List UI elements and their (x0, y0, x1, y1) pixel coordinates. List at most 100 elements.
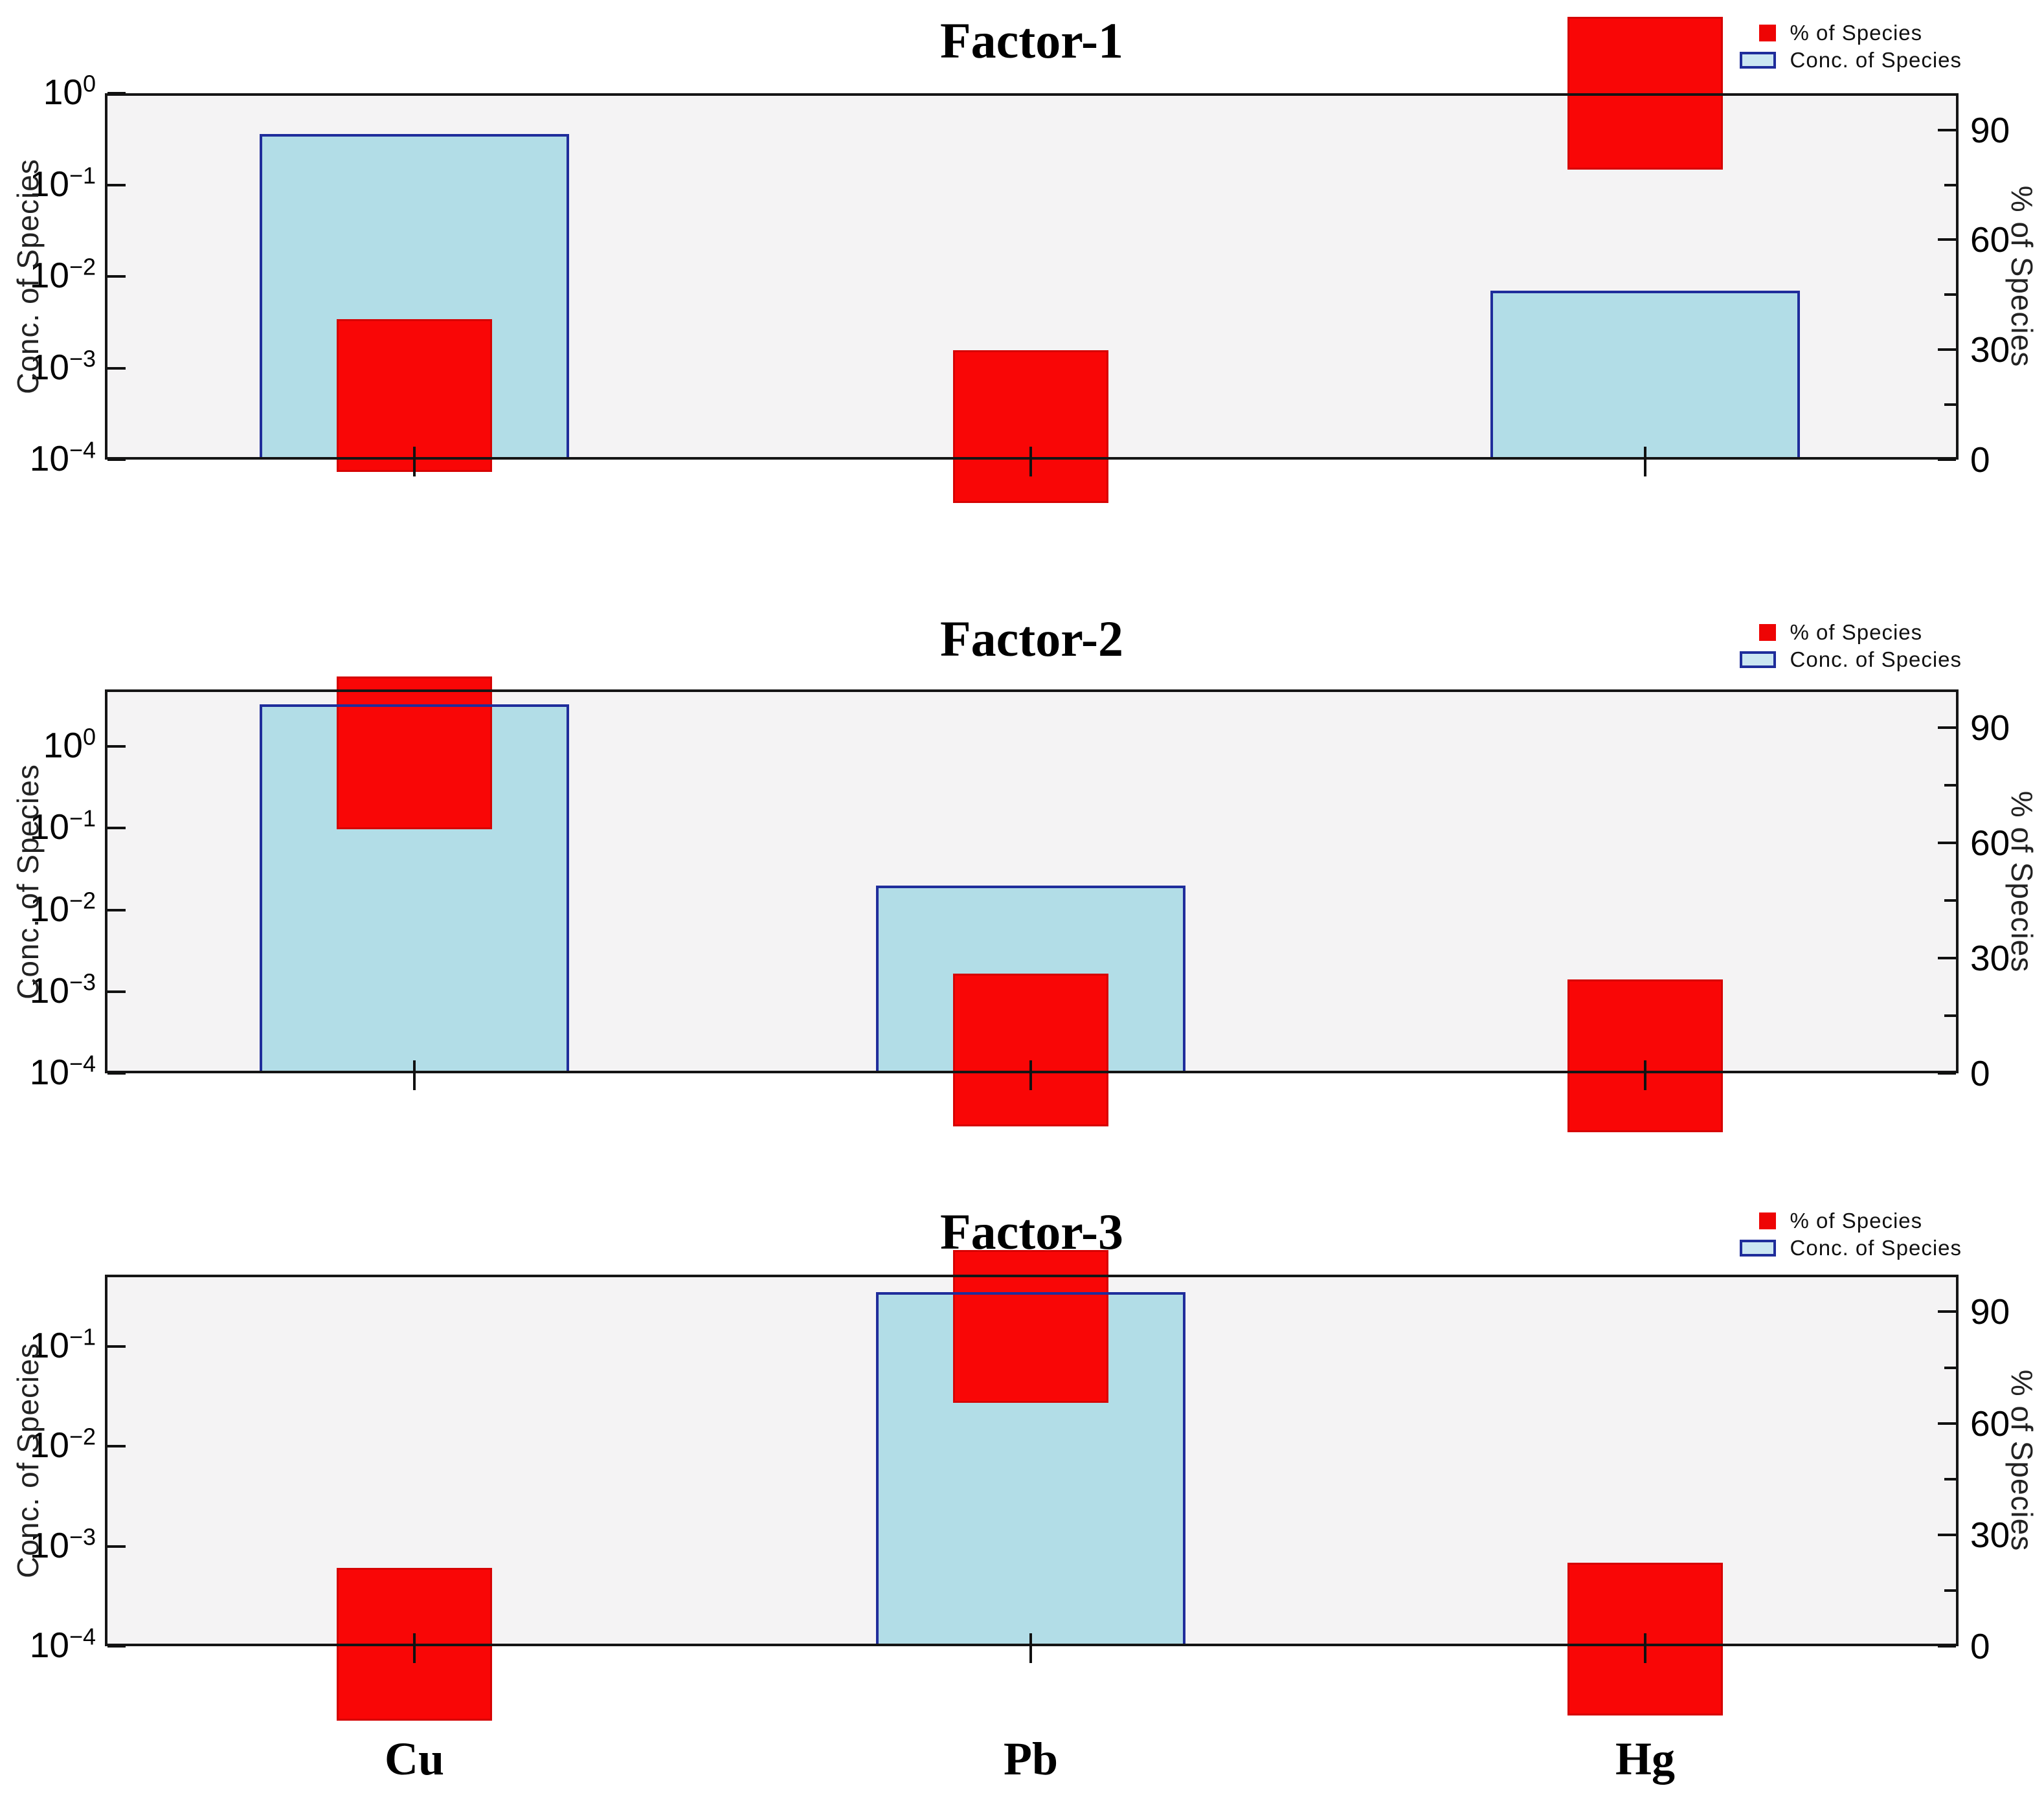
legend-entry-conc: Conc. of Species (1736, 647, 1962, 671)
pct-tick-label: 30 (1970, 1514, 2010, 1555)
x-axis-tick-cu (413, 447, 416, 476)
x-label-hg: Hg (1615, 1733, 1675, 1785)
pct-tick-label: 0 (1970, 1626, 1990, 1666)
pct-tick-label: 60 (1970, 823, 2010, 864)
pct-tick-label: 30 (1970, 938, 2010, 979)
pct-swatch-icon (1758, 25, 1776, 41)
conc-legend-label: Conc. of Species (1790, 1236, 1962, 1260)
y-axis-tick (107, 1072, 126, 1075)
x-label-pb: Pb (1003, 1733, 1059, 1785)
y-tick-label: 10−4 (29, 1623, 96, 1665)
conc-legend-label: Conc. of Species (1790, 48, 1962, 72)
pct-tick-label: 0 (1970, 1053, 1990, 1093)
conc-swatch-icon (1739, 651, 1776, 668)
pct-axis-major-tick (1938, 348, 1956, 352)
pct-axis-major-tick (1938, 842, 1956, 845)
pct-axis-minor-tick (1944, 1589, 1956, 1592)
pct-axis-minor-tick (1944, 1477, 1956, 1481)
pct-legend-label: % of Species (1790, 21, 1923, 45)
x-axis-tick-hg (1644, 1060, 1646, 1090)
conc-bar-outline-pb (876, 1292, 1185, 1646)
y-axis-tick (107, 827, 126, 830)
x-axis-tick-pb (1029, 1060, 1032, 1090)
chart1-legend: % of Species Conc. of Species (1736, 21, 1962, 72)
pct-axis-major-tick (1938, 957, 1956, 960)
y-axis-tick (107, 908, 126, 911)
pct-marker-cu (337, 676, 492, 829)
y-tick-label: 10−3 (29, 1523, 96, 1565)
chart2-legend: % of Species Conc. of Species (1736, 620, 1962, 671)
pct-axis-minor-tick (1944, 403, 1956, 407)
pct-marker-hg (1567, 979, 1723, 1133)
x-axis-tick-pb (1029, 447, 1032, 476)
y-tick-label: 10−2 (29, 887, 96, 929)
y-tick-label: 10−1 (29, 162, 96, 204)
y-axis-tick (107, 745, 126, 748)
pct-axis-major-tick (1938, 1645, 1956, 1648)
pct-axis-minor-tick (1944, 1014, 1956, 1018)
y-tick-label: 10−2 (29, 1424, 96, 1466)
x-axis-tick-pb (1029, 1633, 1032, 1663)
pct-axis-minor-tick (1944, 784, 1956, 787)
y-tick-label: 10−1 (29, 805, 96, 847)
pct-axis-minor-tick (1944, 293, 1956, 296)
y-tick-label: 10−1 (29, 1323, 96, 1366)
legend-entry-pct: % of Species (1736, 21, 1962, 45)
pct-tick-label: 60 (1970, 219, 2010, 260)
y-tick-label: 10−3 (29, 345, 96, 387)
pct-axis-major-tick (1938, 1422, 1956, 1425)
y-tick-label: 100 (43, 70, 96, 112)
conc-bar-outline-pb (876, 885, 1185, 1073)
pct-axis-major-tick (1938, 1310, 1956, 1313)
y-axis-tick (107, 1645, 126, 1648)
x-axis-tick-cu (413, 1633, 416, 1663)
y-axis-tick (107, 183, 126, 186)
pct-swatch-icon (1758, 624, 1776, 641)
right-axis-title: % of Species (2005, 1369, 2039, 1552)
pct-axis-major-tick (1938, 128, 1956, 131)
pct-axis-major-tick (1938, 238, 1956, 241)
y-axis-tick (107, 458, 126, 461)
y-tick-label: 10−4 (29, 1050, 96, 1092)
legend-entry-pct: % of Species (1736, 1209, 1962, 1233)
y-axis-tick (107, 366, 126, 370)
chart2-title: Factor-2 (940, 610, 1123, 667)
pct-marker-pb (953, 974, 1108, 1127)
conc-swatch-icon (1739, 1240, 1776, 1257)
chart3-legend: % of Species Conc. of Species (1736, 1209, 1962, 1260)
chart1-title: Factor-1 (940, 12, 1123, 69)
conc-legend-label: Conc. of Species (1790, 647, 1962, 671)
pct-axis-major-tick (1938, 1533, 1956, 1536)
pct-legend-label: % of Species (1790, 1209, 1923, 1233)
pct-legend-label: % of Species (1790, 620, 1923, 644)
y-axis-tick (107, 1545, 126, 1548)
x-axis-tick-hg (1644, 447, 1646, 476)
pct-tick-label: 90 (1970, 109, 2010, 150)
conc-bar-hg (1490, 290, 1800, 460)
y-axis-tick (107, 92, 126, 95)
y-axis-tick (107, 275, 126, 278)
pct-tick-label: 60 (1970, 1403, 2010, 1444)
legend-entry-conc: Conc. of Species (1736, 48, 1962, 72)
pct-axis-major-tick (1938, 458, 1956, 461)
pct-tick-label: 90 (1970, 708, 2010, 748)
y-tick-label: 10−4 (29, 436, 96, 478)
pct-axis-minor-tick (1944, 1366, 1956, 1369)
right-axis-title: % of Species (2005, 790, 2039, 972)
pct-marker-cu (337, 318, 492, 472)
y-axis-tick (107, 1445, 126, 1448)
pct-marker-pb (953, 350, 1108, 504)
pct-swatch-icon (1758, 1212, 1776, 1229)
left-axis-title: Conc. of Species (11, 159, 45, 394)
pct-marker-hg (1567, 17, 1723, 170)
pct-axis-minor-tick (1944, 183, 1956, 186)
pct-tick-label: 0 (1970, 440, 1990, 480)
x-axis-tick-cu (413, 1060, 416, 1090)
pct-axis-major-tick (1938, 726, 1956, 730)
pct-axis-minor-tick (1944, 899, 1956, 902)
conc-bar-outline-cu (260, 704, 569, 1073)
conc-swatch-icon (1739, 52, 1776, 69)
x-label-cu: Cu (384, 1733, 445, 1785)
conc-bar-outline-cu (260, 133, 569, 460)
